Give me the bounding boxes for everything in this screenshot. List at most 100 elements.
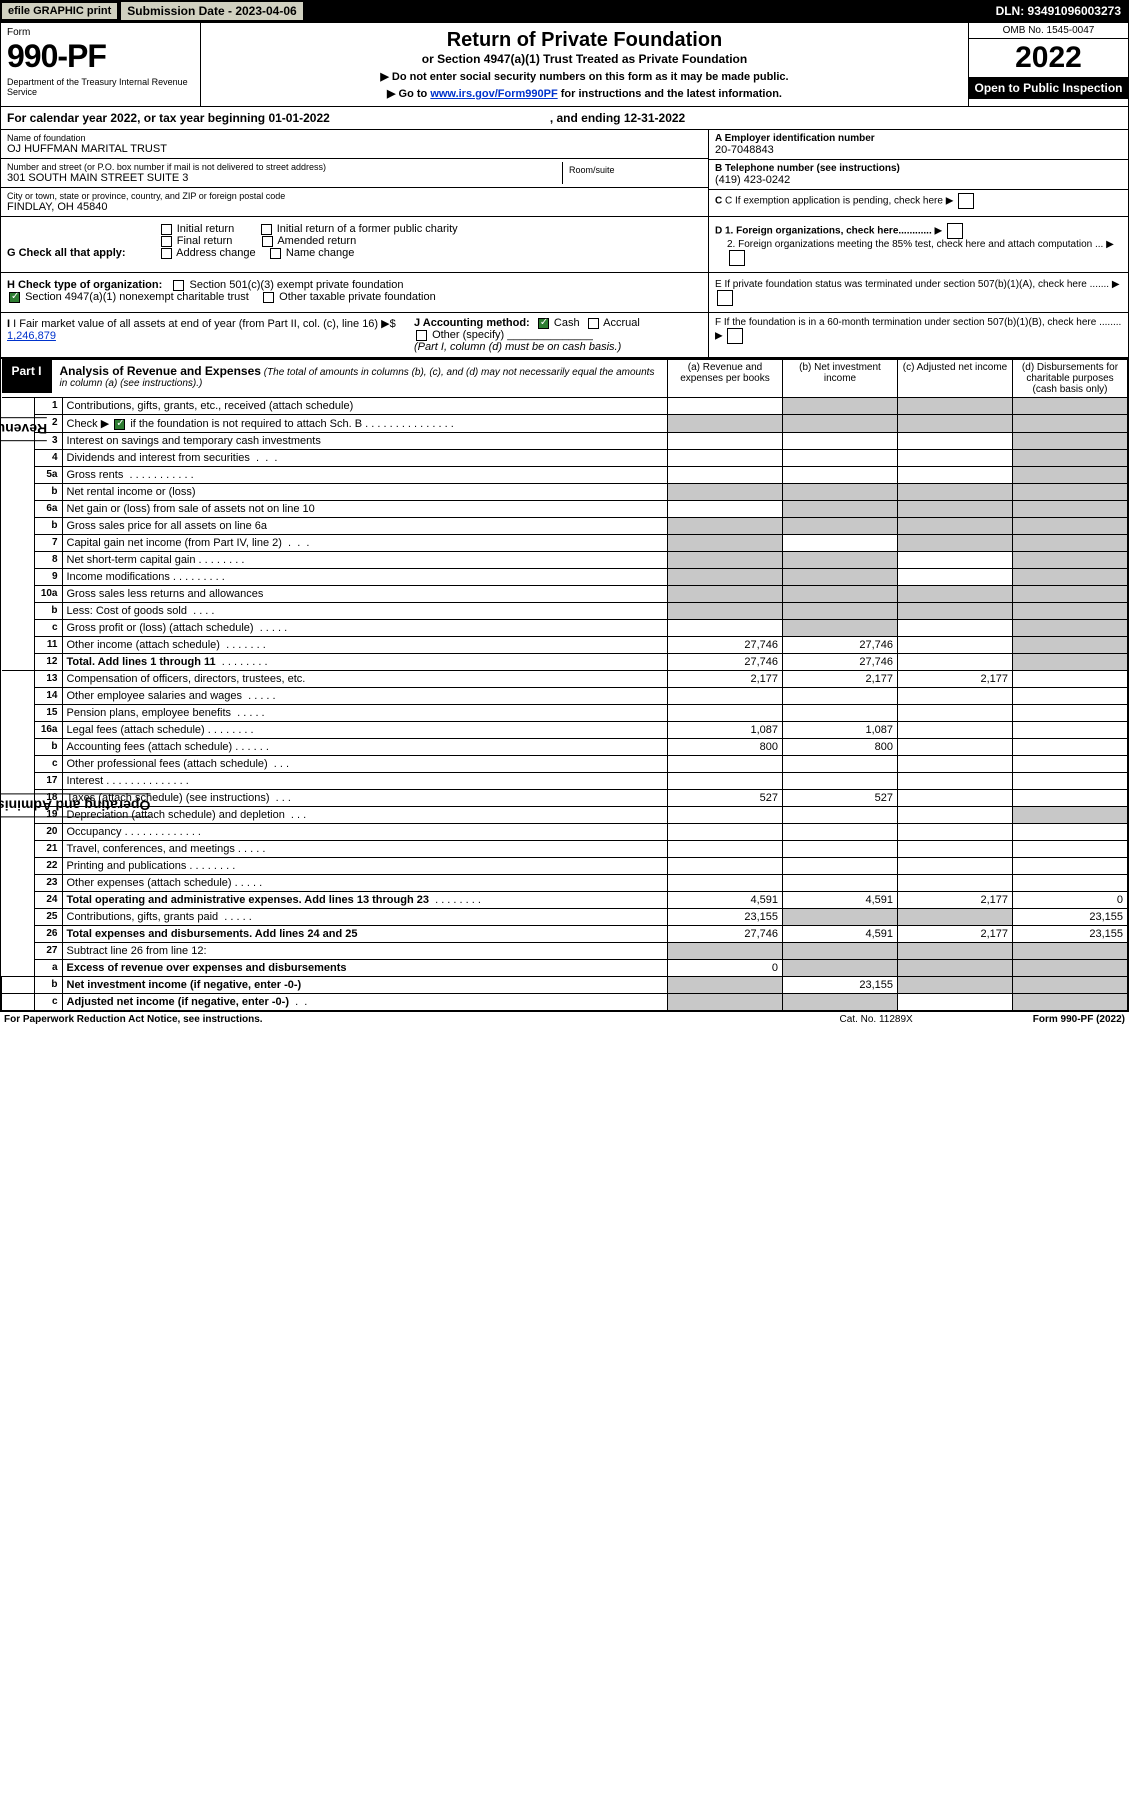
top-toolbar: efile GRAPHIC print Submission Date - 20… — [0, 0, 1129, 22]
checkbox-c[interactable] — [958, 193, 974, 209]
row-27c: cAdjusted net income (if negative, enter… — [2, 994, 1128, 1011]
checkbox-4947a1[interactable] — [9, 292, 20, 303]
part1-label: Part I — [2, 360, 52, 393]
cal-end: , and ending 12-31-2022 — [550, 111, 685, 125]
checkbox-former-charity[interactable] — [261, 224, 272, 235]
col-c-header: (c) Adjusted net income — [898, 360, 1013, 398]
checkbox-e[interactable] — [717, 290, 733, 306]
h-org-type: H Check type of organization: Section 50… — [1, 273, 708, 312]
row-7: 7Capital gain net income (from Part IV, … — [2, 535, 1128, 552]
row-16a: 16aLegal fees (attach schedule) . . . . … — [2, 722, 1128, 739]
checkbox-final-return[interactable] — [161, 236, 172, 247]
row-18: 18Taxes (attach schedule) (see instructi… — [2, 790, 1128, 807]
e-status-terminated: E If private foundation status was termi… — [708, 273, 1128, 312]
foundation-name-cell: Name of foundation OJ HUFFMAN MARITAL TR… — [1, 130, 708, 159]
checkbox-accrual[interactable] — [588, 318, 599, 329]
row-27b: bNet investment income (if negative, ent… — [2, 977, 1128, 994]
col-d-header: (d) Disbursements for charitable purpose… — [1013, 360, 1128, 398]
form-990pf: Form 990-PF Department of the Treasury I… — [0, 22, 1129, 1012]
form-footer-id: Form 990-PF (2022) — [1033, 1014, 1125, 1025]
row-15: 15Pension plans, employee benefits . . .… — [2, 705, 1128, 722]
form-title: Return of Private Foundation — [209, 29, 960, 52]
row-17: 17Interest . . . . . . . . . . . . . . — [2, 773, 1128, 790]
opex-side-label: Operating and Administrative Expenses — [0, 797, 150, 813]
row-12: 12Total. Add lines 1 through 11 . . . . … — [2, 654, 1128, 671]
row-10b: bLess: Cost of goods sold . . . . — [2, 603, 1128, 620]
row-21: 21Travel, conferences, and meetings . . … — [2, 841, 1128, 858]
checkbox-other-method[interactable] — [416, 330, 427, 341]
col-a-header: (a) Revenue and expenses per books — [668, 360, 783, 398]
row-16c: cOther professional fees (attach schedul… — [2, 756, 1128, 773]
form-note-link: ▶ Go to www.irs.gov/Form990PF for instru… — [209, 87, 960, 100]
row-14: 14Other employee salaries and wages . . … — [2, 688, 1128, 705]
row-23: 23Other expenses (attach schedule) . . .… — [2, 875, 1128, 892]
checkbox-f[interactable] — [727, 328, 743, 344]
open-to-public: Open to Public Inspection — [969, 77, 1128, 99]
fmv-value[interactable]: 1,246,879 — [7, 330, 56, 342]
cal-begin: For calendar year 2022, or tax year begi… — [7, 111, 330, 125]
irs-link[interactable]: www.irs.gov/Form990PF — [430, 88, 557, 100]
form-title-block: Return of Private Foundation or Section … — [201, 23, 968, 106]
form-word: Form — [7, 27, 194, 38]
f-60-month: F If the foundation is in a 60-month ter… — [708, 313, 1128, 357]
part1-desc: Analysis of Revenue and Expenses (The to… — [52, 360, 667, 393]
submission-date: Submission Date - 2023-04-06 — [121, 2, 302, 20]
cat-no: Cat. No. 11289X — [840, 1014, 913, 1025]
row-10c: cGross profit or (loss) (attach schedule… — [2, 620, 1128, 637]
part1-table: Part I Analysis of Revenue and Expenses … — [1, 359, 1128, 1011]
row-13: Operating and Administrative Expenses 13… — [2, 671, 1128, 688]
checkbox-sch-b[interactable] — [114, 419, 125, 430]
telephone-value: (419) 423-0242 — [715, 174, 1122, 186]
entity-info: Name of foundation OJ HUFFMAN MARITAL TR… — [1, 130, 1128, 217]
row-16b: bAccounting fees (attach schedule) . . .… — [2, 739, 1128, 756]
checkbox-d2[interactable] — [729, 250, 745, 266]
row-25: 25Contributions, gifts, grants paid . . … — [2, 909, 1128, 926]
omb-number: OMB No. 1545-0047 — [969, 23, 1128, 39]
section-i-j-f: I I Fair market value of all assets at e… — [1, 313, 1128, 359]
section-g-d: G Check all that apply: Initial return I… — [1, 217, 1128, 273]
checkbox-address-change[interactable] — [161, 248, 172, 259]
checkbox-other-taxable[interactable] — [263, 292, 274, 303]
room-suite: Room/suite — [562, 162, 702, 184]
row-6a: 6aNet gain or (loss) from sale of assets… — [2, 501, 1128, 518]
g-check-apply: G Check all that apply: Initial return I… — [1, 217, 708, 272]
efile-print-button[interactable]: efile GRAPHIC print — [2, 3, 117, 19]
checkbox-amended-return[interactable] — [262, 236, 273, 247]
row-24: 24Total operating and administrative exp… — [2, 892, 1128, 909]
row-5b: bNet rental income or (loss) — [2, 484, 1128, 501]
city-cell: City or town, state or province, country… — [1, 188, 708, 216]
checkbox-cash[interactable] — [538, 318, 549, 329]
revenue-side-label: Revenue — [0, 421, 47, 437]
checkbox-name-change[interactable] — [270, 248, 281, 259]
row-9: 9Income modifications . . . . . . . . . — [2, 569, 1128, 586]
row-3: 3Interest on savings and temporary cash … — [2, 433, 1128, 450]
paperwork-notice: For Paperwork Reduction Act Notice, see … — [4, 1014, 263, 1025]
tax-year: 2022 — [969, 39, 1128, 77]
row-20: 20Occupancy . . . . . . . . . . . . . — [2, 824, 1128, 841]
col-b-header: (b) Net investment income — [783, 360, 898, 398]
row-27a: aExcess of revenue over expenses and dis… — [2, 960, 1128, 977]
checkbox-initial-return[interactable] — [161, 224, 172, 235]
d-foreign-org: D 1. Foreign organizations, check here..… — [708, 217, 1128, 272]
row-6b: bGross sales price for all assets on lin… — [2, 518, 1128, 535]
page-footer: For Paperwork Reduction Act Notice, see … — [0, 1012, 1129, 1027]
checkbox-501c3[interactable] — [173, 280, 184, 291]
checkbox-d1[interactable] — [947, 223, 963, 239]
i-fmv: I I Fair market value of all assets at e… — [1, 313, 408, 357]
form-header: Form 990-PF Department of the Treasury I… — [1, 23, 1128, 107]
row-2: 2 Check ▶ if the foundation is not requi… — [2, 415, 1128, 433]
row-1: Revenue 1Contributions, gifts, grants, e… — [2, 398, 1128, 415]
telephone-cell: B Telephone number (see instructions) (4… — [709, 160, 1128, 190]
exemption-pending-cell: C C If exemption application is pending,… — [709, 190, 1128, 212]
city-state-zip: FINDLAY, OH 45840 — [7, 201, 702, 213]
row-19: 19Depreciation (attach schedule) and dep… — [2, 807, 1128, 824]
dln-label: DLN: 93491096003273 — [996, 4, 1127, 18]
row-11: 11Other income (attach schedule) . . . .… — [2, 637, 1128, 654]
ein-value: 20-7048843 — [715, 144, 1122, 156]
dept-treasury: Department of the Treasury Internal Reve… — [7, 77, 194, 97]
row-26: 26Total expenses and disbursements. Add … — [2, 926, 1128, 943]
section-h-e: H Check type of organization: Section 50… — [1, 273, 1128, 313]
row-27: 27Subtract line 26 from line 12: — [2, 943, 1128, 960]
row-10a: 10aGross sales less returns and allowanc… — [2, 586, 1128, 603]
ein-cell: A Employer identification number 20-7048… — [709, 130, 1128, 160]
